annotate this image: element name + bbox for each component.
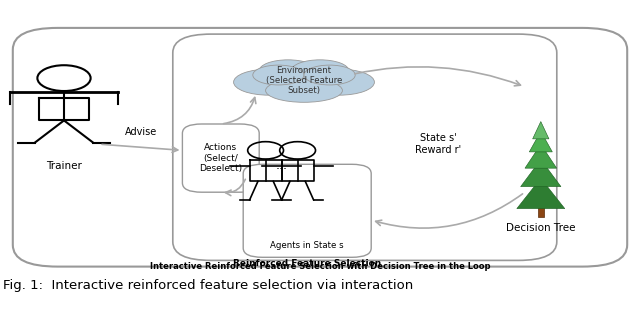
Ellipse shape (266, 79, 342, 102)
Ellipse shape (304, 65, 355, 85)
Text: Decision Tree: Decision Tree (506, 223, 575, 233)
Ellipse shape (304, 69, 374, 95)
Text: Reinforced Feature Selection: Reinforced Feature Selection (233, 259, 381, 268)
Polygon shape (521, 159, 561, 187)
Ellipse shape (234, 69, 304, 95)
Text: Actions
(Select/
Deselect): Actions (Select/ Deselect) (199, 143, 243, 173)
Text: Interactive Reinforced Feature Selection with Decision Tree in the Loop: Interactive Reinforced Feature Selection… (150, 262, 490, 271)
Text: Advise: Advise (125, 127, 157, 137)
Polygon shape (517, 178, 564, 209)
Text: Agents in State s: Agents in State s (270, 241, 344, 250)
Ellipse shape (253, 65, 304, 85)
Polygon shape (532, 122, 549, 139)
Ellipse shape (259, 60, 317, 82)
Text: ...: ... (276, 159, 287, 172)
Text: State s'
Reward r': State s' Reward r' (415, 133, 461, 155)
Text: Trainer: Trainer (46, 161, 82, 171)
Ellipse shape (291, 60, 349, 82)
FancyBboxPatch shape (243, 164, 371, 257)
Polygon shape (525, 144, 557, 168)
Text: Fig. 1:  Interactive reinforced feature selection via interaction: Fig. 1: Interactive reinforced feature s… (3, 279, 413, 292)
Polygon shape (529, 131, 552, 152)
Bar (538, 204, 544, 217)
Text: Environment
(Selected Feature
Subset): Environment (Selected Feature Subset) (266, 66, 342, 95)
FancyBboxPatch shape (182, 124, 259, 192)
Ellipse shape (256, 64, 352, 98)
